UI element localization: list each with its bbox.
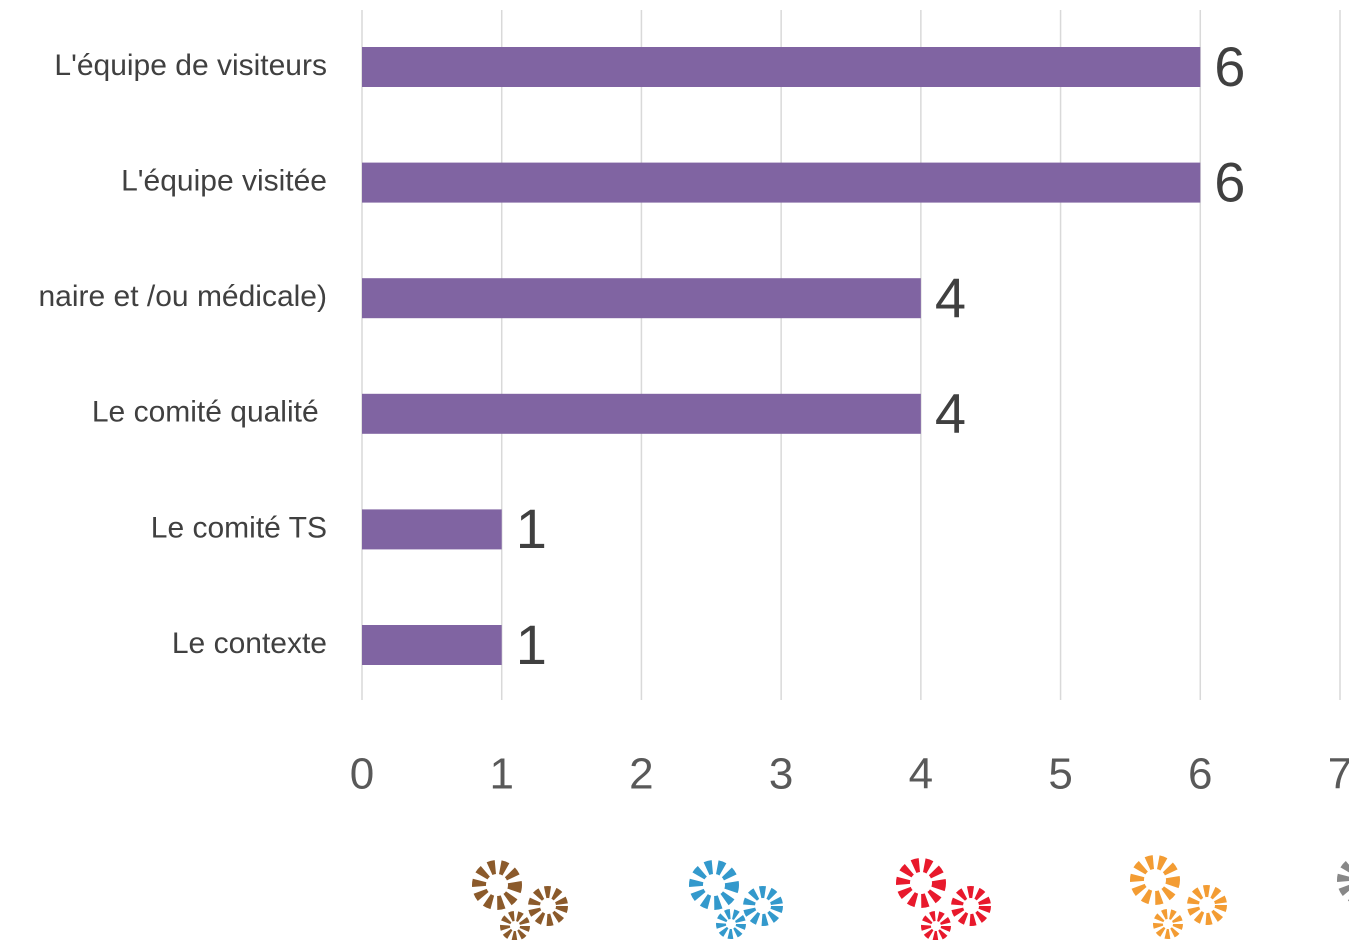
value-label: 6 bbox=[1214, 35, 1245, 98]
x-tick-label: 3 bbox=[769, 750, 793, 799]
bar bbox=[362, 162, 1201, 203]
gear-brown bbox=[472, 860, 568, 940]
x-tick-label: 2 bbox=[629, 750, 653, 799]
x-tick-label: 6 bbox=[1188, 750, 1212, 799]
x-tick-label: 5 bbox=[1048, 750, 1072, 799]
bar bbox=[362, 47, 1201, 87]
y-tick-label: naire et /ou médicale) bbox=[39, 280, 328, 313]
bar bbox=[362, 625, 502, 665]
y-tick-label: L'équipe de visiteurs bbox=[54, 49, 327, 82]
value-label: 1 bbox=[516, 497, 547, 560]
x-tick-label: 4 bbox=[909, 750, 933, 799]
bar bbox=[362, 509, 502, 550]
bar bbox=[362, 278, 921, 319]
value-label: 4 bbox=[935, 266, 966, 329]
gear-red bbox=[896, 858, 991, 940]
x-tick-label: 1 bbox=[489, 750, 513, 799]
gear-icons bbox=[472, 855, 1349, 940]
value-label: 4 bbox=[935, 382, 966, 445]
gear-gray bbox=[1337, 858, 1349, 902]
bar bbox=[362, 393, 921, 434]
value-label: 1 bbox=[516, 613, 547, 676]
value-label: 6 bbox=[1214, 150, 1245, 213]
x-tick-label: 0 bbox=[350, 750, 374, 799]
y-tick-label: L'équipe visitée bbox=[121, 165, 327, 198]
x-tick-label: 7 bbox=[1328, 750, 1349, 799]
gear-blue bbox=[689, 860, 783, 939]
y-tick-label: Le contexte bbox=[172, 627, 327, 660]
gear-orange bbox=[1130, 855, 1227, 939]
y-tick-label: Le comité qualité bbox=[92, 396, 327, 429]
y-tick-label: Le comité TS bbox=[151, 511, 327, 544]
